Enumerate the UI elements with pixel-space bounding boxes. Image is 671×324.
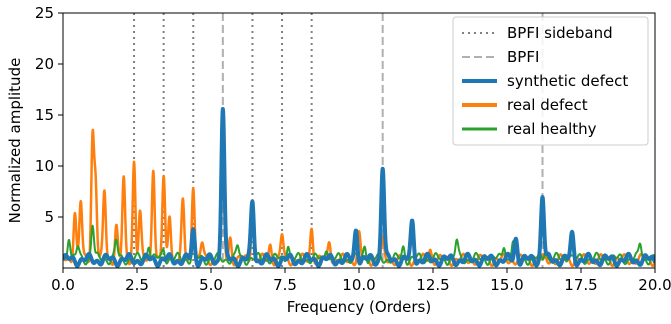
- y-tick-label: 10: [35, 157, 54, 175]
- legend-label-bpfi: BPFI: [507, 48, 539, 66]
- axis-ticks: 0.0 2.5 5.0 7.5 10.0 12.5 15.0 17.5 20.0 5 10 15 20 2…: [35, 4, 671, 294]
- y-axis-title: Normalized amplitude: [6, 58, 24, 224]
- legend-label-bpfi-sideband: BPFI sideband: [507, 24, 613, 42]
- legend: BPFI sideband BPFI synthetic defect real…: [452, 16, 649, 146]
- x-axis-title: Frequency (Orders): [287, 298, 431, 316]
- x-tick-label: 5.0: [199, 276, 223, 294]
- x-tick-label: 10.0: [342, 276, 375, 294]
- x-tick-label: 20.0: [638, 276, 671, 294]
- x-tick-label: 2.5: [125, 276, 149, 294]
- x-tick-label: 12.5: [416, 276, 449, 294]
- y-tick-label: 25: [35, 4, 54, 22]
- series-line-synthetic-defect: [63, 107, 655, 268]
- x-tick-label: 15.0: [490, 276, 523, 294]
- y-tick-label: 20: [35, 55, 54, 73]
- x-tick-label: 17.5: [564, 276, 597, 294]
- x-tick-label: 7.5: [273, 276, 297, 294]
- x-tick-label: 0.0: [51, 276, 75, 294]
- legend-box: [452, 16, 649, 146]
- legend-label-synthetic-defect: synthetic defect: [507, 72, 628, 90]
- legend-label-real-defect: real defect: [507, 96, 588, 114]
- legend-label-real-healthy: real healthy: [507, 120, 597, 138]
- y-tick-label: 15: [35, 106, 54, 124]
- y-tick-label: 5: [44, 208, 54, 226]
